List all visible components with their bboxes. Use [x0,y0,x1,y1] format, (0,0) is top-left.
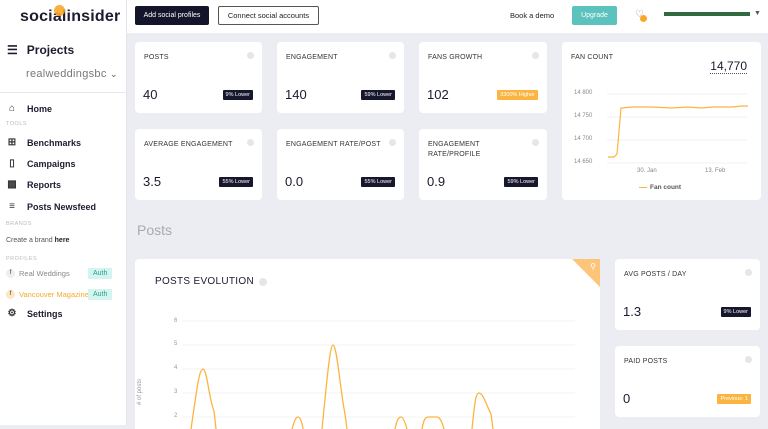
facebook-icon: f [6,290,15,299]
section-profiles: PROFILES [6,256,38,262]
section-heading-posts: Posts [137,222,173,238]
sidebar-item-settings[interactable]: ⚙ Settings [7,308,63,319]
comparison-badge: 59% Lower [504,177,538,187]
project-select[interactable]: realweddingsbc [26,68,107,80]
chevron-down-icon[interactable]: ⌄ [110,69,118,79]
home-icon: ⌂ [8,103,16,114]
book-demo-link[interactable]: Book a demo [510,11,555,20]
sidebar-item-reports[interactable]: ▩ Reports [7,179,62,190]
facebook-icon: f [6,269,15,278]
create-brand-link[interactable]: here [54,237,70,244]
comparison-badge: 59% Lower [361,90,395,100]
connect-social-accounts-button[interactable]: Connect social accounts [218,6,319,25]
search-icon[interactable]: ⚲ [590,262,596,271]
fan-count-chart[interactable] [562,82,761,182]
info-icon[interactable] [259,278,267,286]
list-icon: ≡ [9,201,15,212]
sidebar-item-benchmarks[interactable]: ⊞ Benchmarks [7,137,82,148]
sidebar-item-posts-newsfeed[interactable]: ≡ Posts Newsfeed [7,201,96,212]
sidebar-item-home[interactable]: ⌂ Home [8,103,53,114]
comparison-badge: 9% Lower [720,307,751,317]
auth-badge[interactable]: Auth [88,289,113,300]
gear-icon: ⚙ [7,308,17,319]
auth-badge[interactable]: Auth [88,268,113,279]
user-menu[interactable] [664,12,750,16]
legend-line-icon [639,186,647,189]
metric-card-avg-posts-day: AVG POSTS / DAY 1.3 9% Lower [615,259,760,330]
info-icon[interactable] [745,356,752,363]
comparison-badge: 55% Lower [361,177,395,187]
profile-real-weddings[interactable]: f Real Weddings [6,269,118,278]
fan-count-value: 14,770 [710,59,747,74]
posts-evolution-card: ⚲ POSTS EVOLUTION # of posts 6 5 4 3 2 [135,259,600,429]
sidebar: socialinsider ☰ Projects realweddingsbc … [0,0,127,425]
sidebar-item-campaigns[interactable]: ▯ Campaigns [7,158,75,169]
bar-chart-icon: ▩ [7,179,17,190]
section-brands: BRANDS [6,221,32,227]
metric-card-paid-posts: PAID POSTS 0 Previous: 1 [615,346,760,417]
metric-card-engagement: ENGAGEMENT 140 59% Lower [277,42,404,113]
upgrade-button[interactable]: Upgrade [572,6,617,25]
grid-icon: ⊞ [7,137,17,148]
create-brand: Create a brand here [6,237,70,244]
topbar: Add social profiles Connect social accou… [127,0,768,33]
posts-evolution-title: POSTS EVOLUTION [155,276,254,287]
legend-fan-count[interactable]: Fan count [639,184,681,191]
fan-count-card: FAN COUNT 14,770 14 800 14 750 14 700 14… [562,42,761,200]
metric-card-fans-growth: FANS GROWTH 102 3300% Higher [419,42,547,113]
metric-card-average-engagement: AVERAGE ENGAGEMENT 3.5 55% Lower [135,129,262,200]
comparison-badge: 9% Lower [222,90,253,100]
posts-evolution-chart[interactable] [135,259,600,429]
logo[interactable]: socialinsider [20,8,121,25]
logo-dot-icon [54,5,65,16]
corner-ribbon [572,259,600,287]
layers-icon: ☰ [7,43,18,57]
section-tools: TOOLS [6,121,28,127]
comparison-badge: 3300% Higher [497,90,538,100]
info-icon[interactable] [532,139,539,146]
comparison-badge: Previous: 1 [717,394,751,404]
notification-bell-icon[interactable]: ♡ [635,9,644,20]
notification-badge [640,15,647,22]
divider [0,92,127,93]
metric-card-engagement-rate-profile: ENGAGEMENT RATE/PROFILE 0.9 59% Lower [419,129,547,200]
info-icon[interactable] [389,52,396,59]
metric-card-engagement-rate-post: ENGAGEMENT RATE/POST 0.0 55% Lower [277,129,404,200]
info-icon[interactable] [745,269,752,276]
add-social-profiles-button[interactable]: Add social profiles [135,6,209,25]
profile-vancouver-magazine[interactable]: f Vancouver Magazine [6,290,118,299]
comparison-badge: 55% Lower [219,177,253,187]
caret-down-icon[interactable]: ▼ [754,10,761,17]
projects-header[interactable]: ☰ Projects [7,43,75,57]
info-icon[interactable] [532,52,539,59]
info-icon[interactable] [389,139,396,146]
info-icon[interactable] [247,52,254,59]
info-icon[interactable] [247,139,254,146]
metric-card-posts: POSTS 40 9% Lower [135,42,262,113]
bookmark-icon: ▯ [9,158,15,169]
